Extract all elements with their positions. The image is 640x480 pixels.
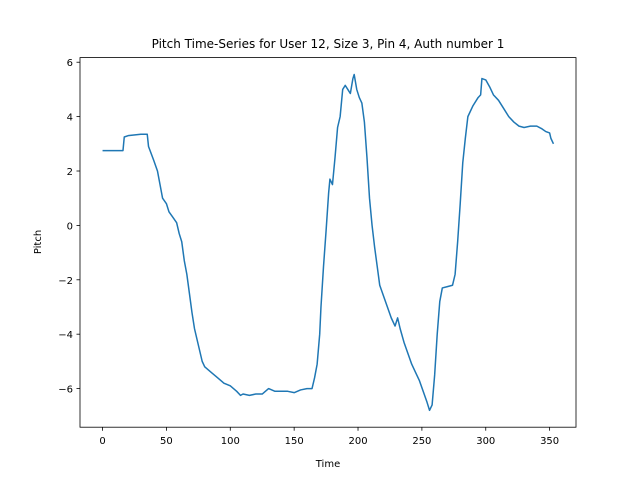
y-tick-label: 4 <box>67 113 73 124</box>
x-tick-label: 250 <box>412 436 431 447</box>
x-tick-label: 300 <box>476 436 495 447</box>
line-series <box>102 73 555 412</box>
x-tick-label: 150 <box>285 436 304 447</box>
x-tick-label: 350 <box>540 436 559 447</box>
y-tick-label: −4 <box>58 330 73 341</box>
y-tick-label: −6 <box>58 385 73 396</box>
x-tick-label: 0 <box>99 436 105 447</box>
x-tick-label: 100 <box>221 436 240 447</box>
chart-title: Pitch Time-Series for User 12, Size 3, P… <box>152 37 505 51</box>
y-tick-label: 0 <box>67 221 73 232</box>
x-tick-label: 50 <box>160 436 173 447</box>
y-tick-label: 6 <box>67 58 73 69</box>
y-tick-label: −2 <box>58 276 73 287</box>
y-axis-label: Pitch <box>33 230 44 254</box>
y-tick-label: 2 <box>67 167 73 178</box>
x-axis-label: Time <box>315 459 340 470</box>
x-tick-label: 200 <box>348 436 367 447</box>
plot-frame <box>79 57 577 428</box>
